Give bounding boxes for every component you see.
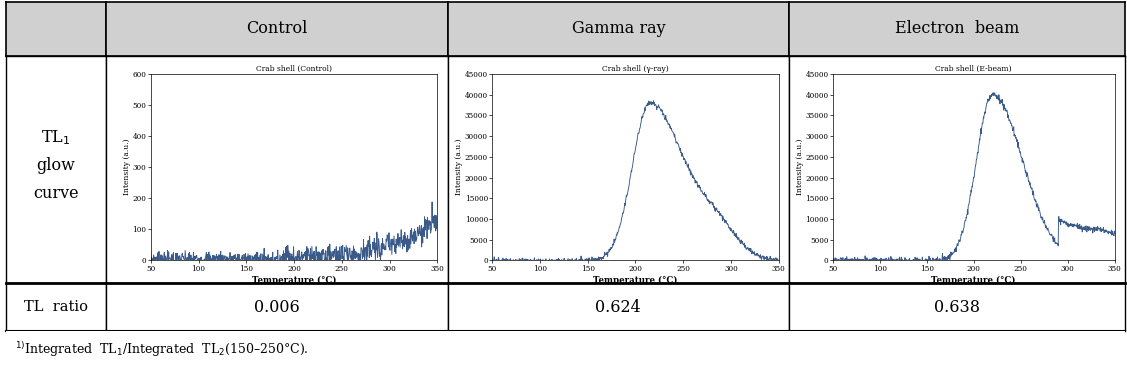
Text: Gamma ray: Gamma ray [571,20,665,37]
Text: TL$_1$
glow
curve: TL$_1$ glow curve [33,128,79,202]
Text: 0.638: 0.638 [934,299,979,316]
Text: 0.006: 0.006 [255,299,300,316]
Text: TL  ratio: TL ratio [24,300,88,314]
Text: Electron  beam: Electron beam [895,20,1019,37]
Text: 0.624: 0.624 [595,299,641,316]
Text: $^{1)}$Integrated  TL$_1$/Integrated  TL$_2$(150–250°C).: $^{1)}$Integrated TL$_1$/Integrated TL$_… [15,340,309,359]
Text: Control: Control [247,20,308,37]
